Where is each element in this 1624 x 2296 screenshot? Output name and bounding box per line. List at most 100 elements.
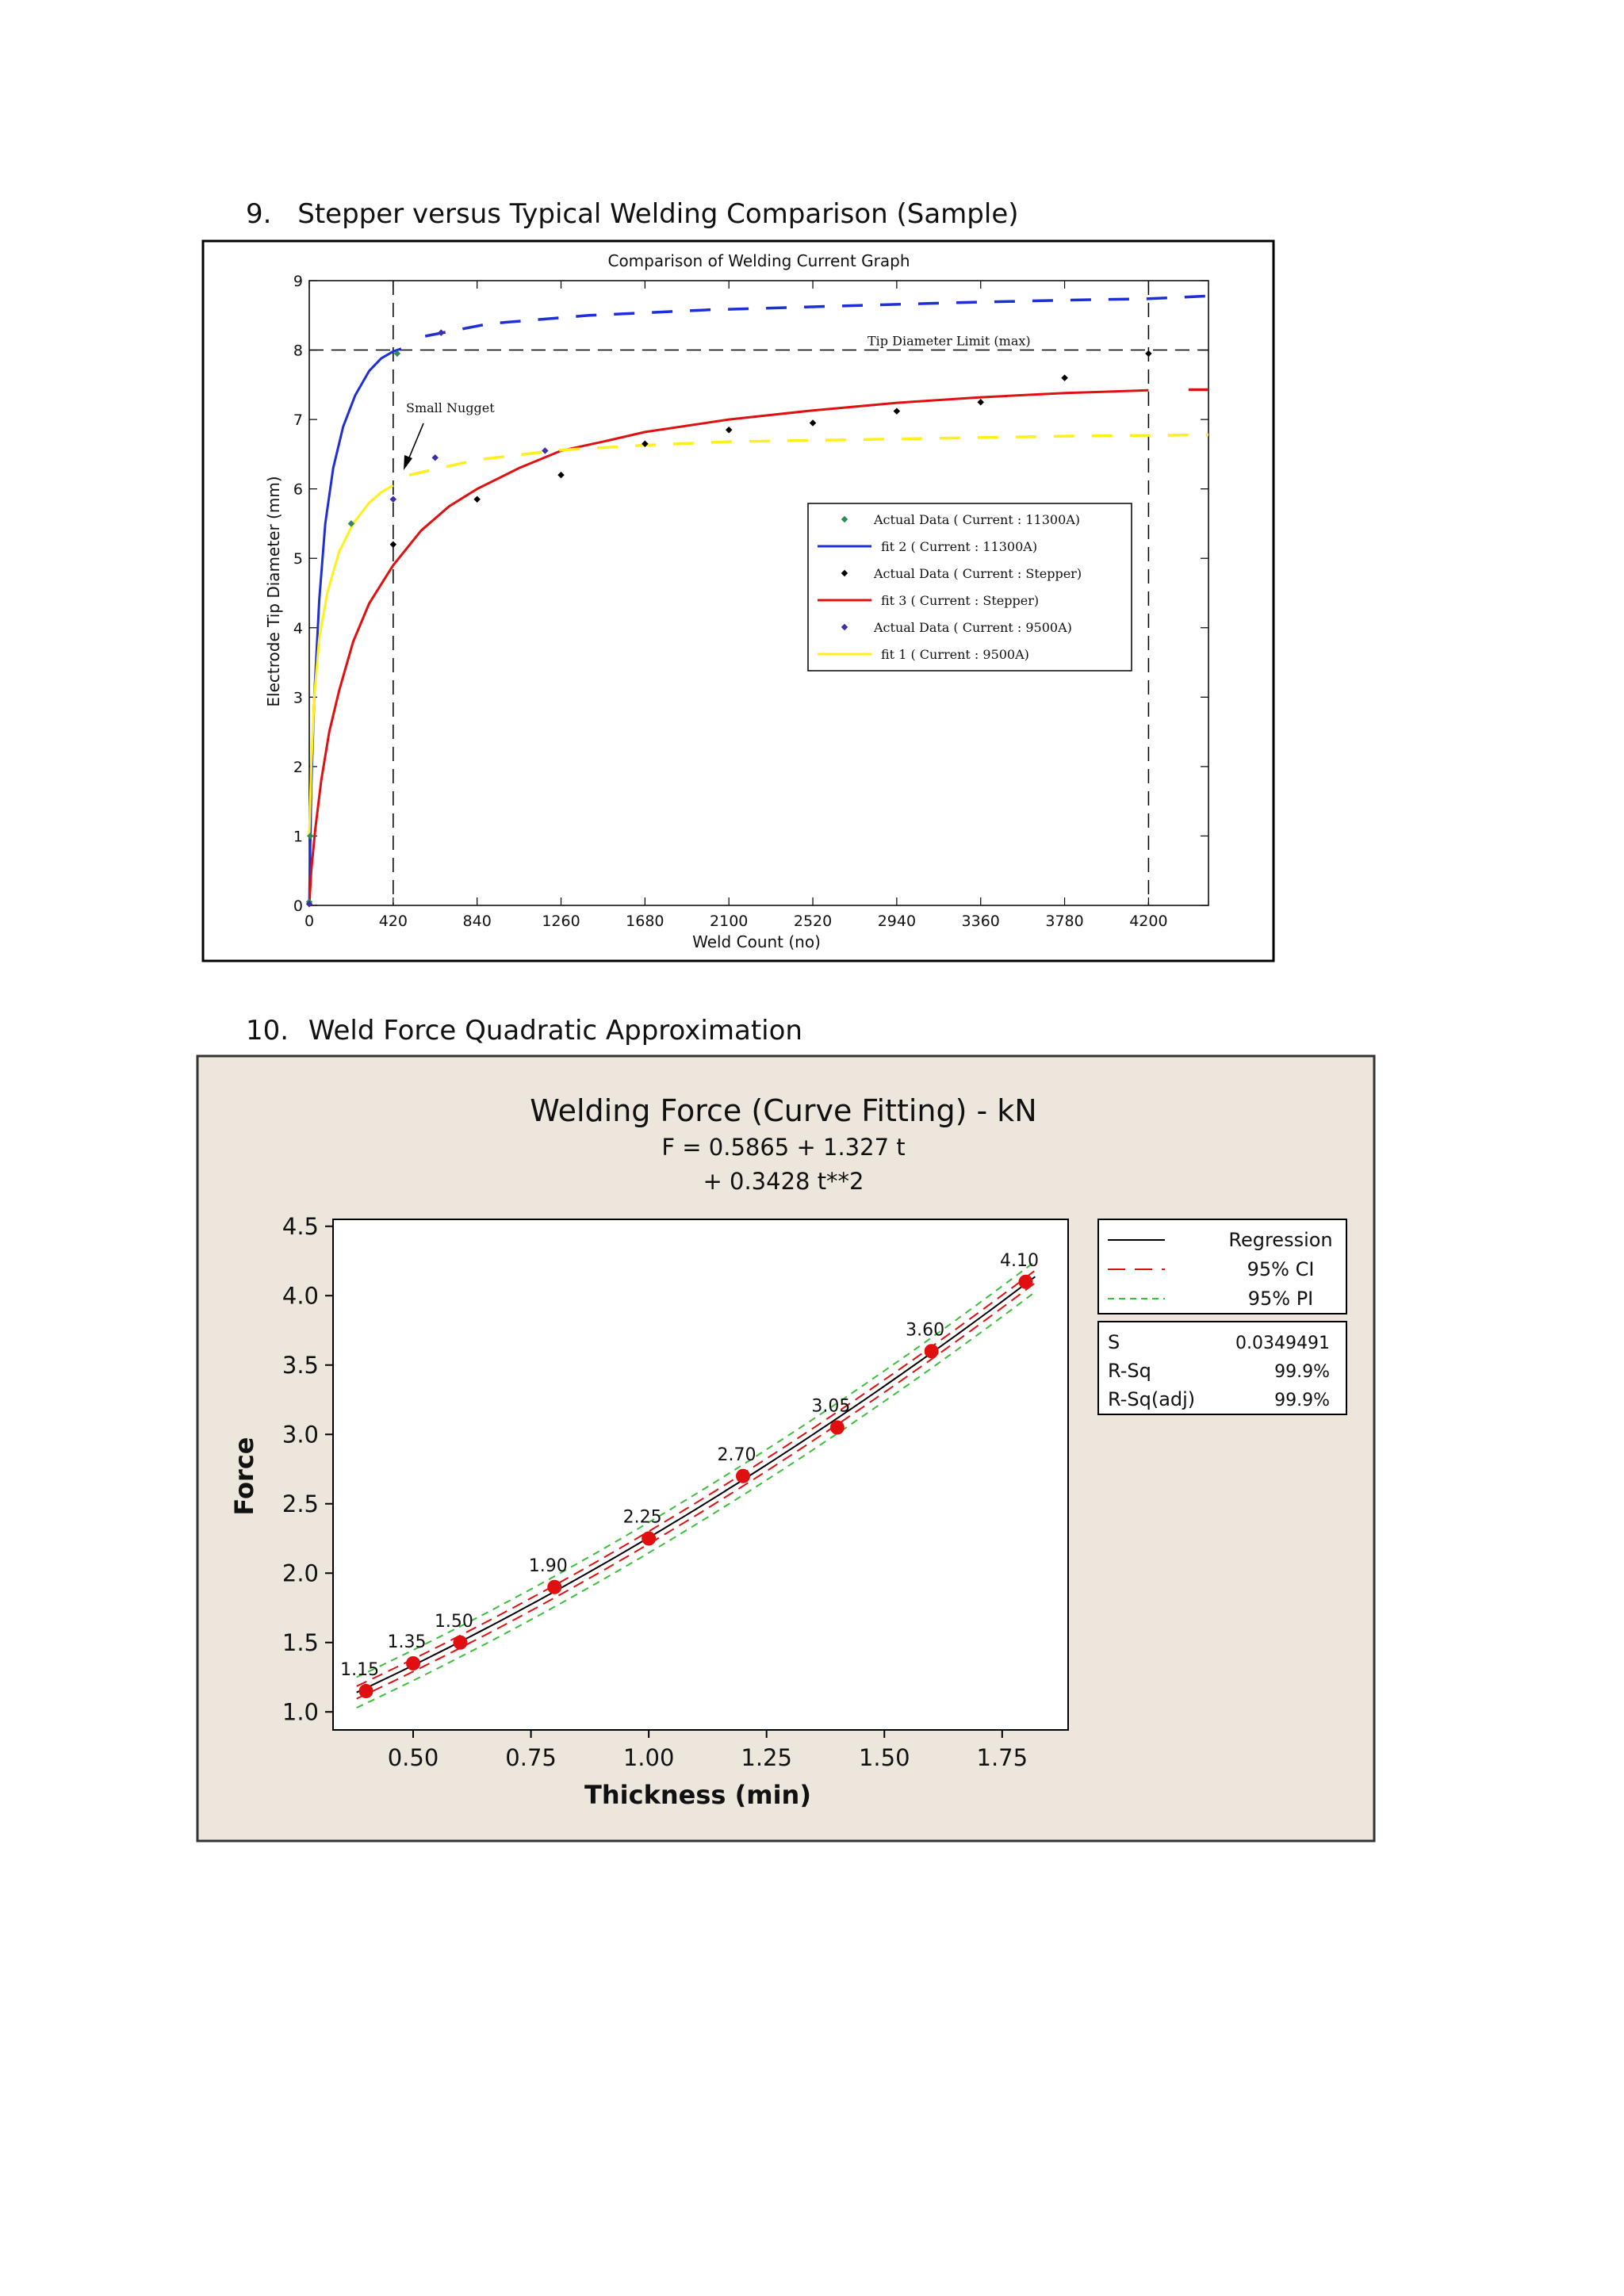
chart2-legend-label: 95% CI bbox=[1247, 1258, 1315, 1280]
section-10-number: 10. bbox=[246, 1015, 289, 1047]
chart1-x-axis-label: Weld Count (no) bbox=[692, 932, 821, 951]
section-10-title: Weld Force Quadratic Approximation bbox=[308, 1015, 802, 1047]
chart1-x-tick-label: 840 bbox=[463, 913, 492, 930]
chart2-axes-box bbox=[332, 1219, 1069, 1731]
chart2-data-point bbox=[924, 1344, 939, 1359]
chart2-data-point bbox=[358, 1684, 373, 1698]
chart2-data-label: 4.10 bbox=[1000, 1251, 1039, 1271]
chart1-x-tick-label: 3780 bbox=[1045, 913, 1083, 930]
chart1-y-tick-label: 3 bbox=[293, 689, 303, 706]
chart1-y-tick-label: 9 bbox=[293, 273, 303, 290]
chart2-data-point bbox=[642, 1531, 657, 1546]
chart2-stat-value: 0.0349491 bbox=[1235, 1334, 1330, 1353]
chart1-legend-label: Actual Data ( Current : 11300A) bbox=[873, 512, 1080, 527]
chart2-x-tick-label: 0.75 bbox=[505, 1744, 557, 1771]
chart2-x-tick-label: 1.00 bbox=[623, 1744, 675, 1771]
chart2-data-label: 1.50 bbox=[435, 1612, 473, 1632]
chart1-axes-box bbox=[308, 280, 1209, 906]
chart1-data-point bbox=[389, 541, 397, 548]
chart2-pi-upper bbox=[356, 1261, 1036, 1678]
chart1-y-tick-label: 6 bbox=[293, 481, 303, 499]
chart1-small-nugget-arrowhead bbox=[404, 455, 412, 470]
welding-current-chart: Comparison of Welding Current Graph Weld… bbox=[201, 239, 1275, 962]
chart2-legend-label: Regression bbox=[1228, 1229, 1332, 1251]
chart1-y-tick-label: 8 bbox=[293, 342, 303, 360]
chart1-legend-label: fit 2 ( Current : 11300A) bbox=[881, 539, 1037, 554]
chart2-stat-label: R-Sq bbox=[1108, 1360, 1151, 1382]
chart1-small-nugget-label: Small Nugget bbox=[406, 400, 495, 415]
chart2-y-tick-label: 2.5 bbox=[282, 1490, 319, 1517]
chart2-data-label: 2.70 bbox=[717, 1445, 756, 1465]
chart2-data-point bbox=[453, 1635, 468, 1650]
chart2-data-point bbox=[829, 1420, 845, 1435]
chart2-x-tick-label: 1.50 bbox=[859, 1744, 910, 1771]
chart1-data-point bbox=[305, 901, 313, 908]
section-10-heading: 10. Weld Force Quadratic Approximation bbox=[246, 1015, 802, 1047]
chart2-stat-label: R-Sq(adj) bbox=[1108, 1388, 1195, 1410]
chart1-series-line bbox=[308, 484, 394, 836]
chart2-data-label: 1.35 bbox=[388, 1632, 427, 1652]
chart2-x-tick-label: 0.50 bbox=[388, 1744, 439, 1771]
chart2-data-point bbox=[735, 1468, 750, 1483]
chart2-data-point bbox=[1018, 1274, 1033, 1289]
chart2-plot-area: 0.50 0.75 1.00 1.25 1.50 1.75 1.0 1.5 2.0 2.5 3.0 3… bbox=[282, 1213, 1347, 1771]
chart1-x-tick-label: 3360 bbox=[962, 913, 1000, 930]
chart1-y-tick-label: 7 bbox=[293, 411, 303, 429]
chart2-y-tick-label: 3.0 bbox=[282, 1421, 319, 1448]
chart1-y-tick-label: 1 bbox=[293, 828, 303, 845]
chart2-y-axis-label: Force bbox=[229, 1437, 259, 1516]
chart2-data-point bbox=[406, 1656, 421, 1670]
chart2-equation-line2: + 0.3428 t**2 bbox=[703, 1168, 864, 1195]
chart1-y-tick-label: 2 bbox=[293, 759, 303, 776]
chart2-y-tick-label: 4.0 bbox=[282, 1282, 319, 1309]
chart2-x-axis-label: Thickness (min) bbox=[584, 1780, 811, 1810]
chart1-data-point bbox=[977, 398, 984, 406]
chart2-y-tick-label: 2.0 bbox=[282, 1559, 319, 1586]
chart2-equation-line1: F = 0.5865 + 1.327 t bbox=[661, 1134, 905, 1161]
chart1-legend-label: Actual Data ( Current : Stepper) bbox=[873, 566, 1082, 581]
chart2-y-tick-label: 1.0 bbox=[282, 1698, 319, 1725]
chart1-y-tick-label: 0 bbox=[293, 897, 303, 915]
chart1-limit-label: Tip Diameter Limit (max) bbox=[868, 334, 1031, 349]
chart2-ci-lower bbox=[356, 1282, 1036, 1700]
chart1-y-tick-label: 4 bbox=[293, 620, 303, 637]
section-9-title: Stepper versus Typical Welding Compariso… bbox=[297, 198, 1019, 230]
chart1-y-axis-label: Electrode Tip Diameter (mm) bbox=[264, 476, 283, 706]
chart2-data-label: 1.90 bbox=[529, 1556, 568, 1576]
chart1-legend-label: Actual Data ( Current : 9500A) bbox=[873, 620, 1072, 635]
chart2-legend-box bbox=[1097, 1219, 1347, 1314]
chart1-x-tick-label: 2100 bbox=[710, 913, 748, 930]
chart1-small-nugget-arrow bbox=[407, 423, 424, 462]
chart1-x-tick-label: 1680 bbox=[626, 913, 664, 930]
chart1-data-point bbox=[389, 496, 397, 503]
section-9-number: 9. bbox=[246, 198, 272, 230]
chart2-title: Welding Force (Curve Fitting) - kN bbox=[530, 1093, 1037, 1128]
chart2-data-label: 3.60 bbox=[906, 1320, 944, 1340]
chart1-x-tick-label: 420 bbox=[379, 913, 408, 930]
chart2-x-tick-label: 1.75 bbox=[977, 1744, 1028, 1771]
chart2-data-label: 2.25 bbox=[623, 1508, 662, 1528]
chart1-x-tick-label: 1260 bbox=[542, 913, 580, 930]
chart1-legend-label: fit 1 ( Current : 9500A) bbox=[881, 647, 1029, 662]
chart1-series-line bbox=[308, 388, 1149, 906]
chart2-ci-upper bbox=[356, 1269, 1036, 1687]
chart1-series-extrapolation bbox=[424, 294, 1209, 338]
chart2-y-tick-label: 3.5 bbox=[282, 1352, 319, 1379]
welding-force-chart: Welding Force (Curve Fitting) - kN F = 0… bbox=[196, 1054, 1376, 1843]
chart2-stat-value: 99.9% bbox=[1274, 1391, 1330, 1410]
chart2-x-tick-label: 1.25 bbox=[741, 1744, 792, 1771]
chart1-x-tick-label: 4200 bbox=[1129, 913, 1167, 930]
chart2-stats-box bbox=[1097, 1321, 1347, 1415]
chart2-regression-line bbox=[356, 1276, 1036, 1693]
chart1-data-point bbox=[557, 471, 565, 479]
chart1-legend-label: fit 3 ( Current : Stepper) bbox=[881, 593, 1039, 608]
chart1-data-point bbox=[393, 350, 401, 358]
chart1-y-tick-label: 5 bbox=[293, 550, 303, 568]
chart2-data-label: 3.05 bbox=[811, 1397, 850, 1417]
chart1-legend-box bbox=[807, 503, 1132, 672]
chart1-x-tick-label: 2940 bbox=[878, 913, 916, 930]
chart1-x-tick-label: 0 bbox=[304, 913, 314, 930]
chart1-x-tick-label: 2520 bbox=[794, 913, 832, 930]
section-9-heading: 9. Stepper versus Typical Welding Compar… bbox=[246, 198, 1019, 230]
chart2-pi-lower bbox=[356, 1291, 1036, 1709]
